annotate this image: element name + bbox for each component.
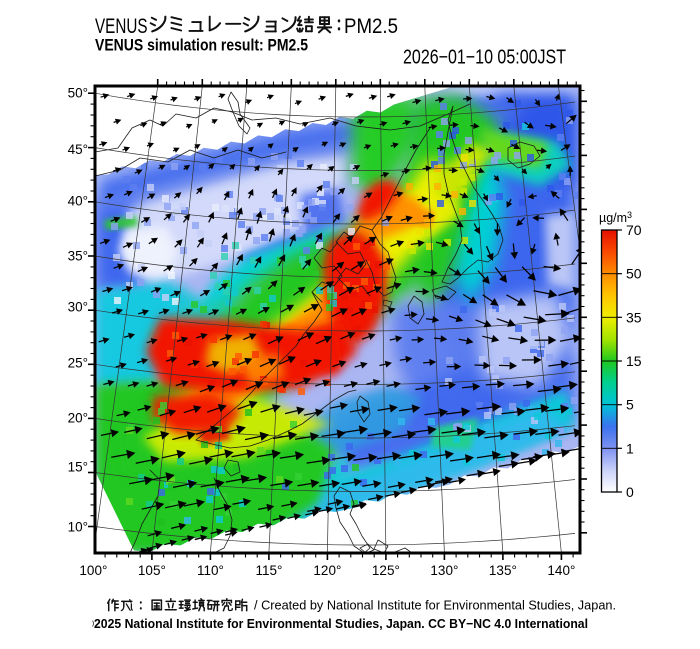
svg-text:10°: 10° [68,520,88,535]
svg-text:135°: 135° [489,563,517,578]
svg-text:30°: 30° [68,300,88,315]
svg-text:140°: 140° [547,563,575,578]
svg-text:µg/m3: µg/m3 [599,210,632,225]
svg-text:PM2.5: PM2.5 [344,14,398,38]
svg-text:125°: 125° [372,563,400,578]
svg-text:VENUS: VENUS [95,14,148,38]
svg-text:35°: 35° [68,249,88,264]
svg-text:1: 1 [626,440,634,456]
svg-text:2026−01−10 05:00JST: 2026−01−10 05:00JST [403,47,566,69]
svg-text:50: 50 [626,266,642,282]
svg-text:100°: 100° [79,563,107,578]
svg-text:25°: 25° [68,356,88,371]
svg-text:115°: 115° [255,563,282,578]
svg-text:VENUS simulation result: PM2.5: VENUS simulation result: PM2.5 [95,37,308,55]
svg-text:130°: 130° [430,563,458,578]
svg-text:©2025 National Institute for E: ©2025 National Institute for Environment… [85,616,588,631]
svg-text:15: 15 [626,353,642,369]
svg-text:0: 0 [626,484,634,500]
svg-text:40°: 40° [68,194,88,209]
svg-text:105°: 105° [138,563,166,578]
svg-text:45°: 45° [68,142,88,157]
svg-text:/ Created by National Institut: / Created by National Institute for Envi… [254,598,616,613]
svg-text:15°: 15° [68,460,88,475]
svg-text:50°: 50° [68,86,88,101]
svg-text:20°: 20° [68,411,88,426]
svg-text:120°: 120° [313,563,341,578]
svg-text:110°: 110° [197,563,224,578]
svg-text:70: 70 [626,222,642,238]
svg-text:35: 35 [626,309,642,325]
svg-text:5: 5 [626,397,634,413]
